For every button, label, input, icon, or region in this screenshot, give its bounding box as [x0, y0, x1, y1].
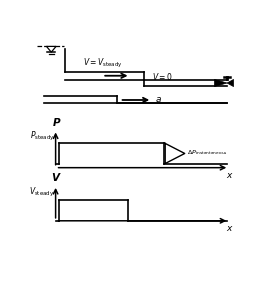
Text: $x$: $x$ [227, 224, 234, 233]
Text: $x$: $x$ [227, 171, 234, 180]
Polygon shape [214, 80, 227, 87]
Text: $V_{\mathrm{steady}}$: $V_{\mathrm{steady}}$ [29, 186, 55, 199]
Text: $V = 0$: $V = 0$ [152, 71, 173, 82]
Text: $a$: $a$ [155, 95, 162, 104]
Text: $\boldsymbol{P}$: $\boldsymbol{P}$ [52, 116, 61, 128]
Text: $P_{\mathrm{steady}}$: $P_{\mathrm{steady}}$ [30, 130, 55, 143]
Text: $\boldsymbol{V}$: $\boldsymbol{V}$ [51, 171, 62, 183]
Text: $\Delta P_{\mathrm{instantaneous}}$: $\Delta P_{\mathrm{instantaneous}}$ [187, 148, 228, 157]
Polygon shape [227, 80, 234, 87]
Text: $V = V_{\mathrm{steady}}$: $V = V_{\mathrm{steady}}$ [83, 57, 122, 70]
